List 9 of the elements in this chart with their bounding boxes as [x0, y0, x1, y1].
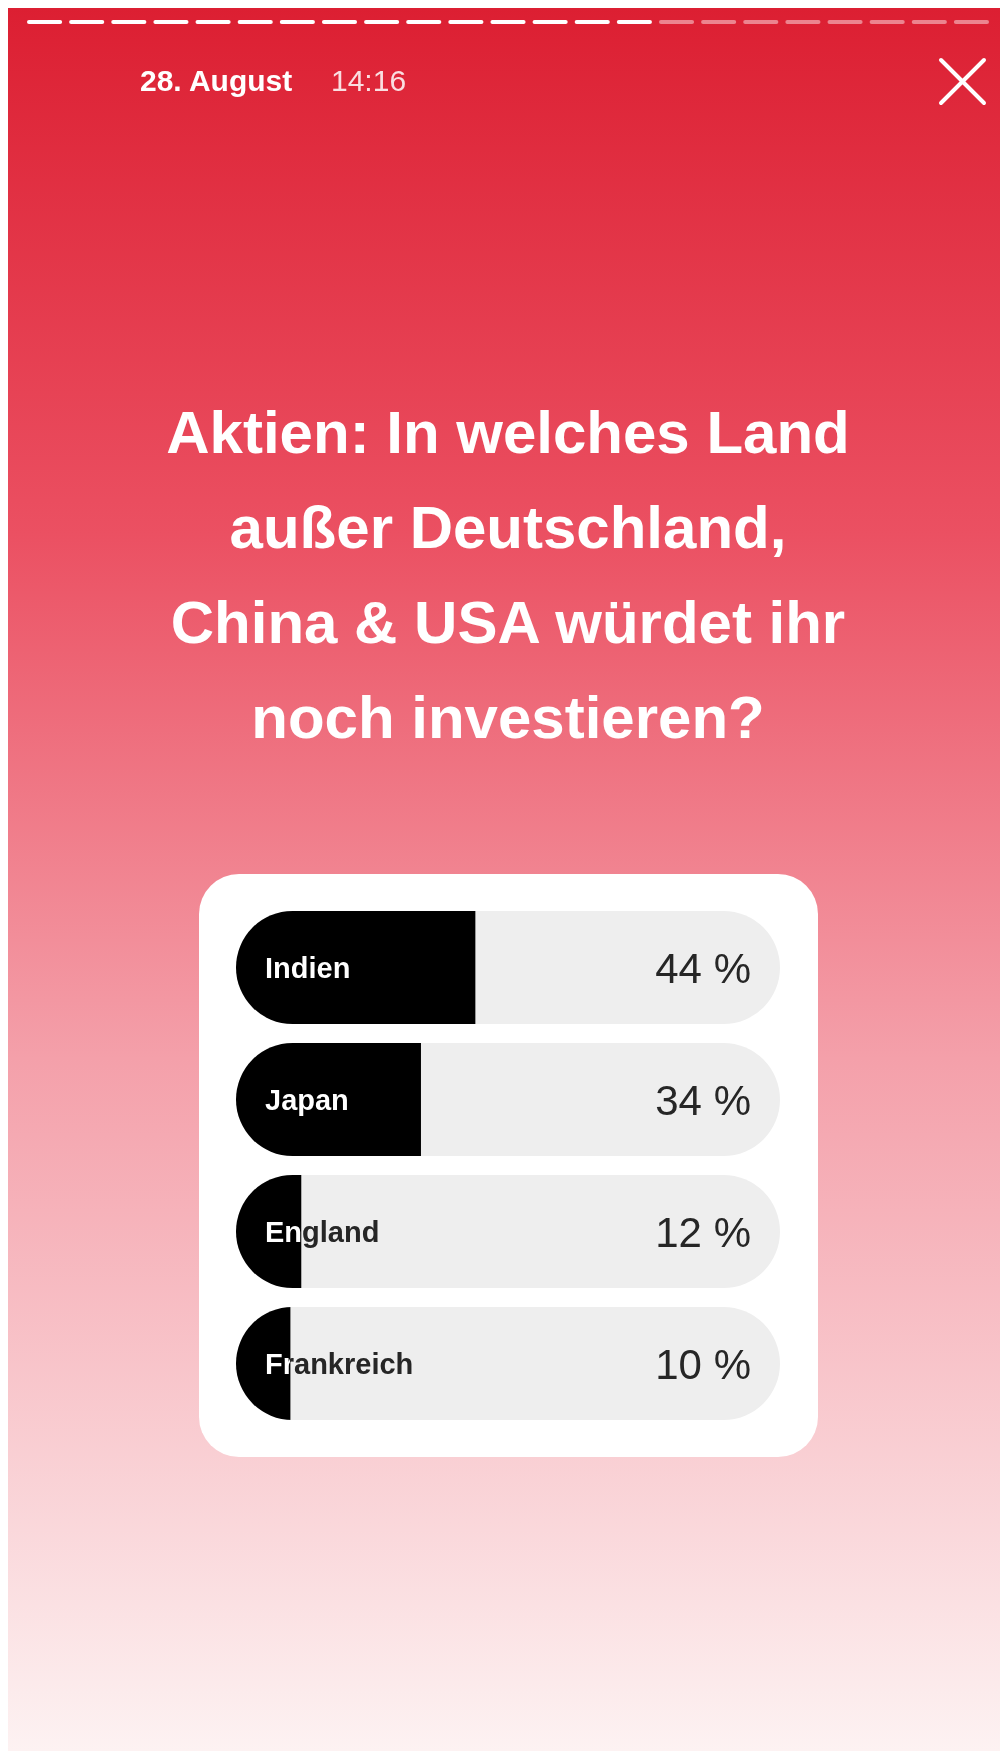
chart-title: Aktien: In welches Land außer Deutschland, China & USA würdet ihr noch investieren? [166, 399, 850, 751]
data-label: 34 % [655, 1076, 751, 1124]
text: 14:16 [331, 64, 407, 97]
data-label: 12 % [655, 1208, 751, 1256]
text: 28. August [140, 64, 293, 97]
data-label: 10 % [655, 1340, 751, 1388]
data-label: 44 % [655, 944, 751, 992]
y-tick-label: Indien [265, 951, 351, 984]
y-tick-label: Japan [265, 1083, 349, 1116]
